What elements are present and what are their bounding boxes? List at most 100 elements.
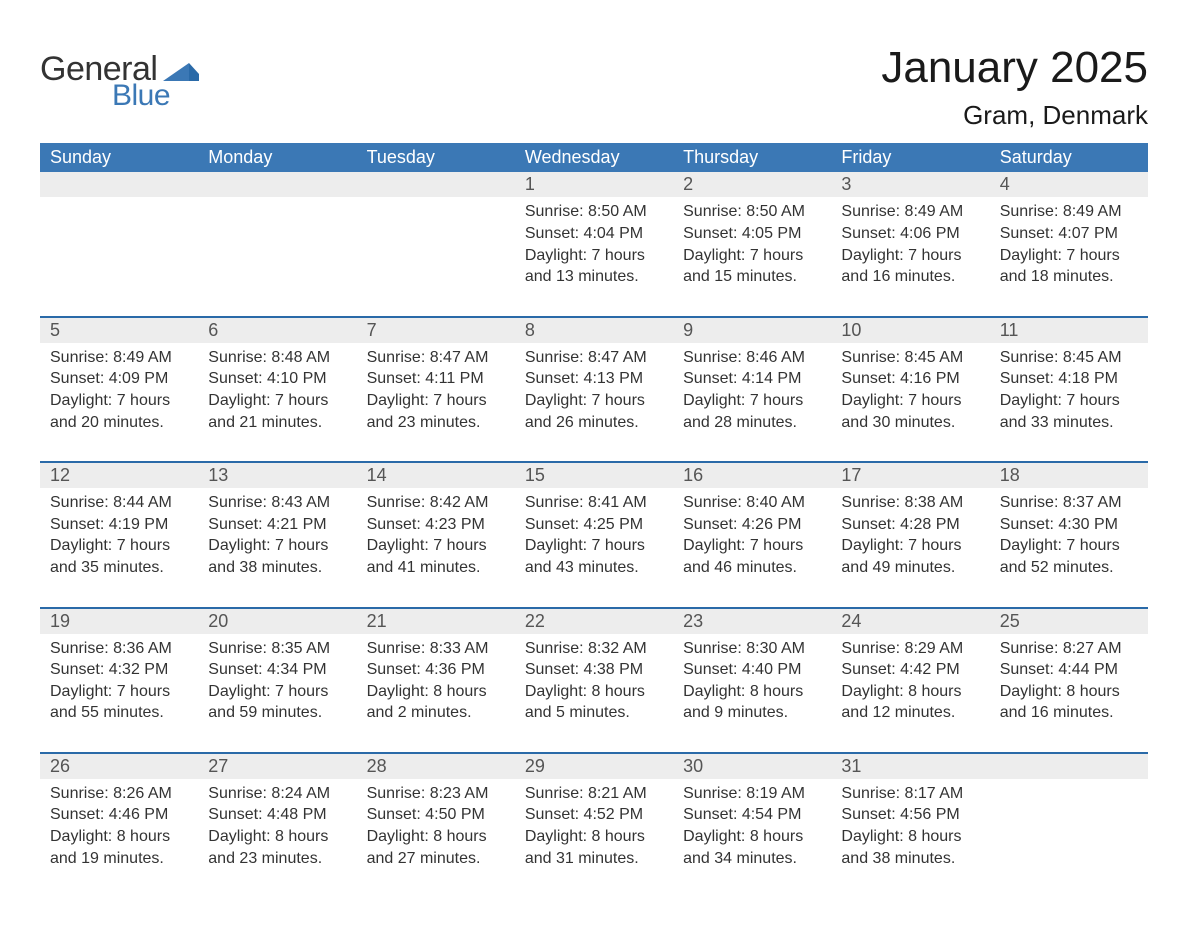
- day-cell: Sunrise: 8:36 AMSunset: 4:32 PMDaylight:…: [40, 634, 198, 753]
- day-daylight1: Daylight: 7 hours: [1000, 390, 1138, 412]
- day-number: 21: [357, 608, 515, 634]
- day-daylight2: and 35 minutes.: [50, 557, 188, 579]
- day-sunset: Sunset: 4:07 PM: [1000, 223, 1138, 245]
- day-daylight2: and 13 minutes.: [525, 266, 663, 288]
- day-header: Wednesday: [515, 143, 673, 172]
- day-sunset: Sunset: 4:46 PM: [50, 804, 188, 826]
- day-daylight2: and 23 minutes.: [367, 412, 505, 434]
- day-cell: Sunrise: 8:47 AMSunset: 4:13 PMDaylight:…: [515, 343, 673, 462]
- day-daylight2: and 55 minutes.: [50, 702, 188, 724]
- empty-daynum: [990, 753, 1148, 779]
- day-number: 8: [515, 317, 673, 343]
- day-sunset: Sunset: 4:30 PM: [1000, 514, 1138, 536]
- day-daylight2: and 27 minutes.: [367, 848, 505, 870]
- day-cell: Sunrise: 8:49 AMSunset: 4:09 PMDaylight:…: [40, 343, 198, 462]
- day-sunset: Sunset: 4:40 PM: [683, 659, 821, 681]
- day-sunset: Sunset: 4:50 PM: [367, 804, 505, 826]
- day-number: 15: [515, 462, 673, 488]
- day-daylight2: and 33 minutes.: [1000, 412, 1138, 434]
- page-header: General Blue January 2025 Gram, Denmark: [40, 20, 1148, 131]
- day-cell: Sunrise: 8:43 AMSunset: 4:21 PMDaylight:…: [198, 488, 356, 607]
- week-body-row: Sunrise: 8:44 AMSunset: 4:19 PMDaylight:…: [40, 488, 1148, 607]
- day-daylight2: and 49 minutes.: [841, 557, 979, 579]
- day-sunset: Sunset: 4:56 PM: [841, 804, 979, 826]
- day-daylight1: Daylight: 7 hours: [683, 535, 821, 557]
- calendar-tbody: 1234Sunrise: 8:50 AMSunset: 4:04 PMDayli…: [40, 172, 1148, 897]
- day-sunset: Sunset: 4:52 PM: [525, 804, 663, 826]
- day-sunrise: Sunrise: 8:29 AM: [841, 638, 979, 660]
- day-sunset: Sunset: 4:11 PM: [367, 368, 505, 390]
- day-sunset: Sunset: 4:54 PM: [683, 804, 821, 826]
- day-daylight1: Daylight: 8 hours: [683, 681, 821, 703]
- day-daylight1: Daylight: 7 hours: [841, 245, 979, 267]
- month-year-title: January 2025: [881, 44, 1148, 92]
- day-sunset: Sunset: 4:32 PM: [50, 659, 188, 681]
- week-daynum-row: 12131415161718: [40, 462, 1148, 488]
- day-daylight1: Daylight: 7 hours: [683, 245, 821, 267]
- day-number: 27: [198, 753, 356, 779]
- day-sunset: Sunset: 4:16 PM: [841, 368, 979, 390]
- day-daylight2: and 31 minutes.: [525, 848, 663, 870]
- day-daylight2: and 38 minutes.: [841, 848, 979, 870]
- day-header: Sunday: [40, 143, 198, 172]
- empty-daynum: [357, 172, 515, 197]
- day-cell: Sunrise: 8:42 AMSunset: 4:23 PMDaylight:…: [357, 488, 515, 607]
- day-daylight2: and 43 minutes.: [525, 557, 663, 579]
- day-daylight2: and 59 minutes.: [208, 702, 346, 724]
- day-sunrise: Sunrise: 8:32 AM: [525, 638, 663, 660]
- day-sunrise: Sunrise: 8:36 AM: [50, 638, 188, 660]
- week-daynum-row: 567891011: [40, 317, 1148, 343]
- day-sunset: Sunset: 4:25 PM: [525, 514, 663, 536]
- day-cell: Sunrise: 8:49 AMSunset: 4:06 PMDaylight:…: [831, 197, 989, 316]
- day-daylight2: and 52 minutes.: [1000, 557, 1138, 579]
- day-sunrise: Sunrise: 8:45 AM: [841, 347, 979, 369]
- day-cell: Sunrise: 8:47 AMSunset: 4:11 PMDaylight:…: [357, 343, 515, 462]
- day-cell: Sunrise: 8:35 AMSunset: 4:34 PMDaylight:…: [198, 634, 356, 753]
- day-cell: Sunrise: 8:45 AMSunset: 4:18 PMDaylight:…: [990, 343, 1148, 462]
- day-sunrise: Sunrise: 8:35 AM: [208, 638, 346, 660]
- day-sunrise: Sunrise: 8:44 AM: [50, 492, 188, 514]
- empty-daycell: [990, 779, 1148, 897]
- flag-icon: [163, 59, 199, 83]
- day-cell: Sunrise: 8:50 AMSunset: 4:05 PMDaylight:…: [673, 197, 831, 316]
- day-number: 25: [990, 608, 1148, 634]
- day-header: Thursday: [673, 143, 831, 172]
- day-sunrise: Sunrise: 8:17 AM: [841, 783, 979, 805]
- day-cell: Sunrise: 8:27 AMSunset: 4:44 PMDaylight:…: [990, 634, 1148, 753]
- day-sunset: Sunset: 4:36 PM: [367, 659, 505, 681]
- day-daylight2: and 12 minutes.: [841, 702, 979, 724]
- day-daylight1: Daylight: 8 hours: [525, 681, 663, 703]
- day-daylight1: Daylight: 8 hours: [525, 826, 663, 848]
- day-sunset: Sunset: 4:04 PM: [525, 223, 663, 245]
- day-daylight2: and 2 minutes.: [367, 702, 505, 724]
- day-daylight2: and 41 minutes.: [367, 557, 505, 579]
- day-daylight1: Daylight: 7 hours: [50, 390, 188, 412]
- day-cell: Sunrise: 8:49 AMSunset: 4:07 PMDaylight:…: [990, 197, 1148, 316]
- day-cell: Sunrise: 8:32 AMSunset: 4:38 PMDaylight:…: [515, 634, 673, 753]
- day-sunrise: Sunrise: 8:49 AM: [1000, 201, 1138, 223]
- day-cell: Sunrise: 8:40 AMSunset: 4:26 PMDaylight:…: [673, 488, 831, 607]
- day-number: 4: [990, 172, 1148, 197]
- day-number: 11: [990, 317, 1148, 343]
- day-daylight1: Daylight: 8 hours: [50, 826, 188, 848]
- day-cell: Sunrise: 8:44 AMSunset: 4:19 PMDaylight:…: [40, 488, 198, 607]
- day-header: Saturday: [990, 143, 1148, 172]
- day-number: 24: [831, 608, 989, 634]
- calendar-table: SundayMondayTuesdayWednesdayThursdayFrid…: [40, 143, 1148, 897]
- day-cell: Sunrise: 8:24 AMSunset: 4:48 PMDaylight:…: [198, 779, 356, 897]
- day-daylight1: Daylight: 7 hours: [367, 535, 505, 557]
- day-daylight1: Daylight: 7 hours: [683, 390, 821, 412]
- day-daylight2: and 9 minutes.: [683, 702, 821, 724]
- location-subtitle: Gram, Denmark: [881, 100, 1148, 131]
- day-daylight2: and 21 minutes.: [208, 412, 346, 434]
- day-daylight1: Daylight: 7 hours: [208, 535, 346, 557]
- day-number: 1: [515, 172, 673, 197]
- empty-daycell: [198, 197, 356, 316]
- day-daylight2: and 15 minutes.: [683, 266, 821, 288]
- day-sunrise: Sunrise: 8:38 AM: [841, 492, 979, 514]
- title-block: January 2025 Gram, Denmark: [881, 44, 1148, 131]
- day-sunset: Sunset: 4:14 PM: [683, 368, 821, 390]
- day-daylight1: Daylight: 8 hours: [208, 826, 346, 848]
- day-sunrise: Sunrise: 8:47 AM: [367, 347, 505, 369]
- day-daylight2: and 46 minutes.: [683, 557, 821, 579]
